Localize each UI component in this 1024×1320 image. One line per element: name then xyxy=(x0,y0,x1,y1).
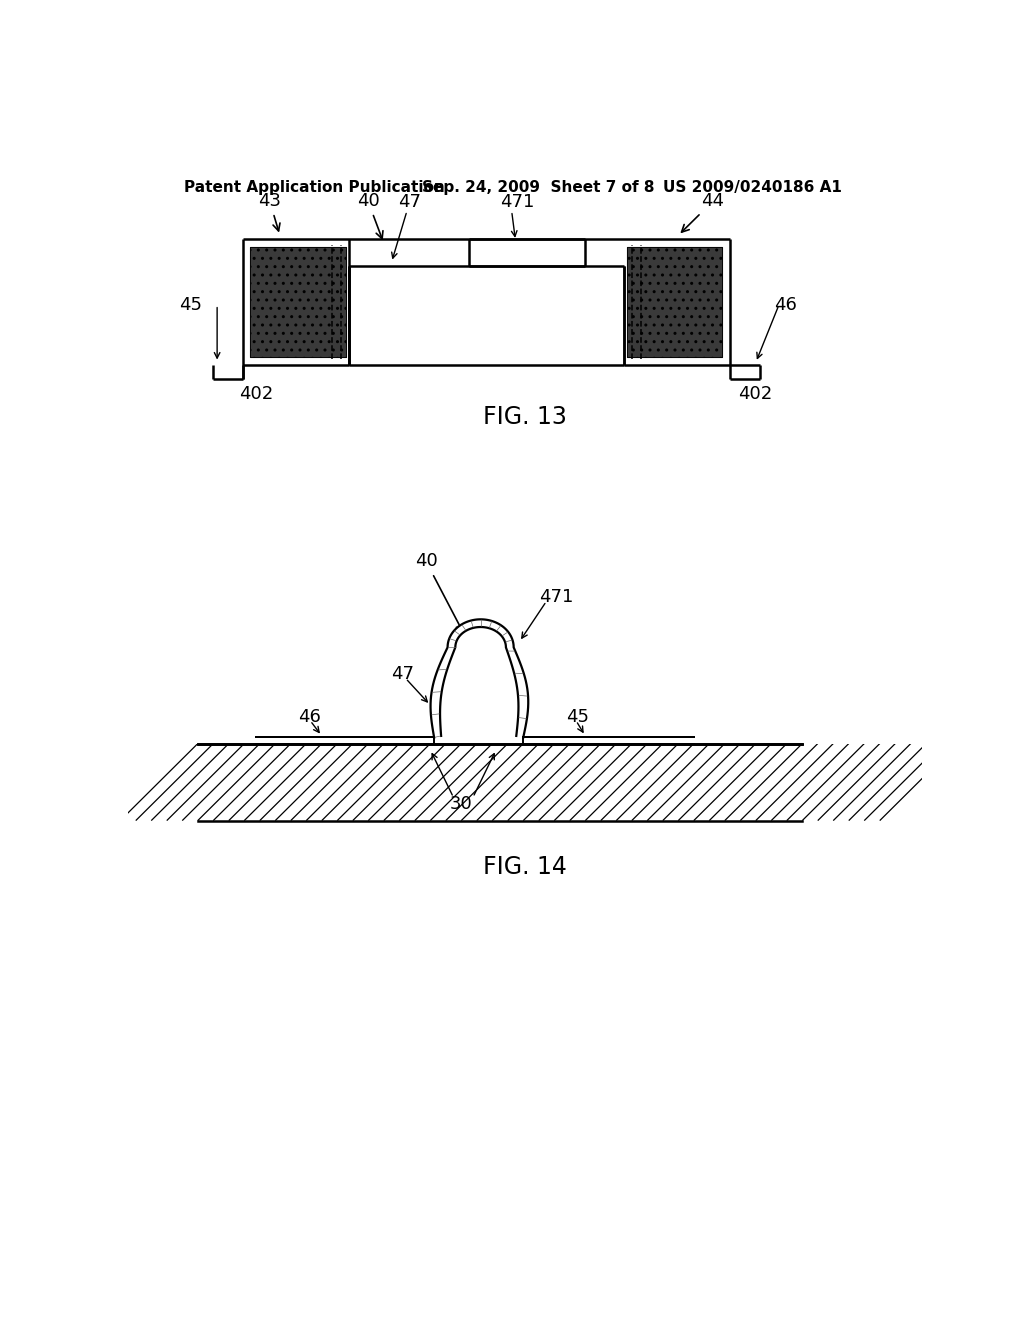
Polygon shape xyxy=(349,239,624,267)
Text: Sep. 24, 2009  Sheet 7 of 8: Sep. 24, 2009 Sheet 7 of 8 xyxy=(423,180,655,195)
Text: 402: 402 xyxy=(738,385,772,403)
Text: 471: 471 xyxy=(500,193,535,211)
Polygon shape xyxy=(627,247,722,358)
Text: 45: 45 xyxy=(178,296,202,314)
Polygon shape xyxy=(627,247,722,358)
Text: 43: 43 xyxy=(258,193,282,231)
Text: 471: 471 xyxy=(539,589,573,606)
Polygon shape xyxy=(256,738,434,743)
Polygon shape xyxy=(128,821,922,1175)
Polygon shape xyxy=(256,738,434,743)
Text: 40: 40 xyxy=(415,553,463,632)
Polygon shape xyxy=(469,239,586,267)
Polygon shape xyxy=(128,636,922,743)
Text: 47: 47 xyxy=(391,665,415,684)
Polygon shape xyxy=(198,743,802,821)
Text: 46: 46 xyxy=(773,296,797,314)
Text: 402: 402 xyxy=(239,385,273,403)
Text: 30: 30 xyxy=(450,795,473,813)
Polygon shape xyxy=(243,239,349,364)
Polygon shape xyxy=(523,738,693,743)
Polygon shape xyxy=(430,619,528,738)
Polygon shape xyxy=(251,247,346,358)
Text: US 2009/0240186 A1: US 2009/0240186 A1 xyxy=(663,180,842,195)
Polygon shape xyxy=(624,239,730,364)
Text: Patent Application Publication: Patent Application Publication xyxy=(183,180,444,195)
Polygon shape xyxy=(440,627,518,737)
Text: FIG. 14: FIG. 14 xyxy=(483,855,566,879)
Text: 45: 45 xyxy=(566,708,589,726)
Text: 40: 40 xyxy=(356,193,383,239)
Text: 44: 44 xyxy=(682,193,725,232)
Text: 47: 47 xyxy=(397,193,421,211)
Text: FIG. 13: FIG. 13 xyxy=(483,405,566,429)
Text: 46: 46 xyxy=(299,708,322,726)
Polygon shape xyxy=(251,247,346,358)
Polygon shape xyxy=(523,738,693,743)
